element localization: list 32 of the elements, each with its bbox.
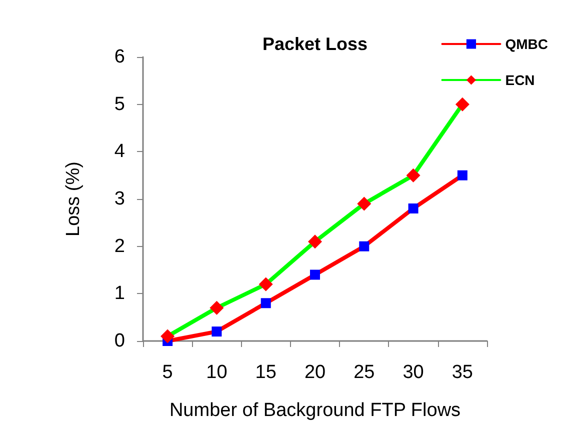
x-tick-label: 35 (452, 362, 473, 383)
y-tick-label: 5 (114, 94, 125, 115)
y-tick-label: 0 (114, 330, 125, 352)
y-axis-title: Loss (%) (63, 162, 84, 236)
point (310, 270, 320, 280)
y-tick-label: 6 (114, 46, 125, 68)
y-tick-label: 4 (114, 141, 126, 162)
y-tick-label: 1 (114, 283, 125, 304)
x-tick-label: 30 (402, 362, 424, 383)
point (308, 234, 322, 249)
legend-label: ECN (505, 72, 535, 88)
point (210, 300, 224, 315)
point (260, 298, 271, 308)
x-tick-label: 5 (162, 362, 173, 383)
x-tick-label: 15 (255, 362, 276, 383)
x-tick-label: 25 (354, 362, 375, 383)
point (212, 326, 222, 337)
point (258, 277, 273, 292)
y-tick-label: 3 (114, 188, 125, 210)
point (455, 97, 470, 112)
x-axis-title: Number of Background FTP Flows (169, 400, 461, 421)
point (457, 170, 468, 180)
legend-label: QMBC (505, 36, 548, 52)
x-tick-label: 10 (206, 362, 228, 383)
x-tick-label: 20 (304, 362, 326, 383)
point (357, 196, 372, 211)
chart-title: Packet Loss (262, 34, 368, 54)
point (406, 168, 420, 182)
point (408, 203, 418, 214)
point (359, 241, 370, 252)
y-tick-label: 2 (114, 236, 125, 257)
point (160, 329, 175, 344)
